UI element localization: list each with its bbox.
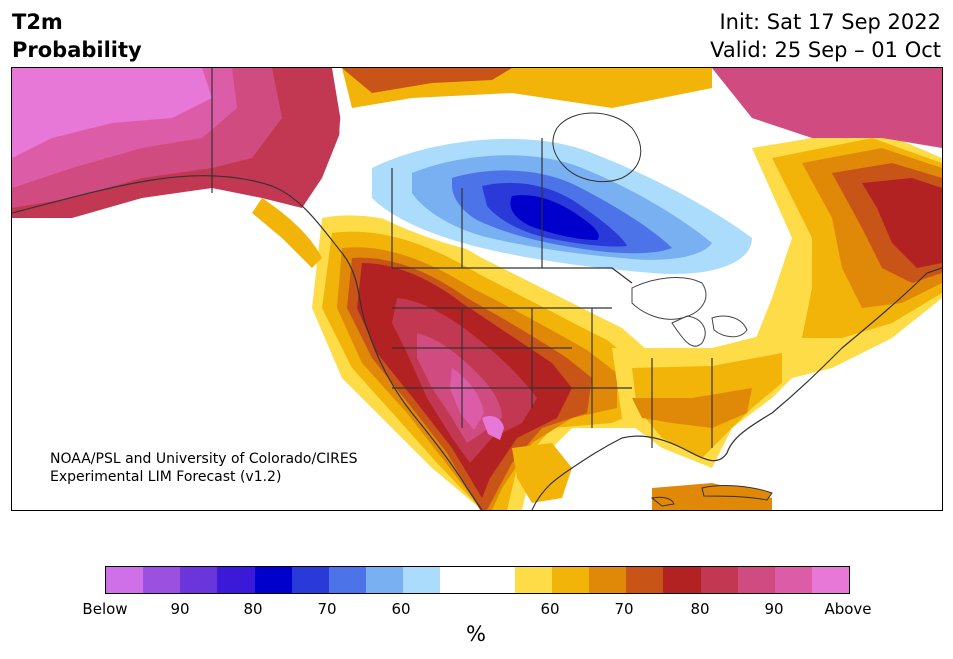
map-graphic	[12, 68, 942, 510]
hudson-bay-outline	[552, 112, 642, 183]
warm-anomaly-southeast	[512, 328, 802, 510]
colorbar-swatch	[254, 567, 292, 593]
colorbar-swatch	[366, 567, 404, 593]
colorbar-swatch	[737, 567, 775, 593]
colorbar-swatch	[663, 567, 701, 593]
colorbar-swatch	[291, 567, 329, 593]
colorbar-swatch	[626, 567, 664, 593]
cool-anomaly-canada	[339, 97, 792, 281]
colorbar-swatch	[403, 567, 441, 593]
variable-label: T2m	[12, 10, 63, 34]
colorbar-tick-label: 80	[690, 600, 710, 618]
colorbar-swatch	[217, 567, 255, 593]
colorbar-tick-label: 90	[764, 600, 784, 618]
great-lakes	[631, 277, 748, 347]
colorbar-tick-label: Above	[824, 600, 872, 618]
colorbar-tick-label: 70	[317, 600, 337, 618]
colorbar-tick-label: Below	[82, 600, 128, 618]
colorbar-swatch	[106, 567, 144, 593]
warm-anomaly-east	[342, 68, 942, 378]
colorbar-tick-label: 90	[170, 600, 190, 618]
warm-anomaly-alaska	[12, 68, 342, 268]
colorbar	[105, 566, 850, 594]
colorbar-swatch	[700, 567, 738, 593]
map-title: T2m Probability	[12, 8, 142, 64]
colorbar-swatch	[328, 567, 367, 593]
colorbar-swatch	[440, 567, 478, 593]
caribbean-islands	[650, 485, 773, 507]
product-label: Probability	[12, 38, 142, 62]
colorbar-swatch	[514, 567, 552, 593]
warm-anomaly-west	[312, 215, 672, 510]
colorbar-swatch	[180, 567, 218, 593]
init-date: Init: Sat 17 Sep 2022	[719, 10, 941, 34]
colorbar-swatch	[477, 567, 515, 593]
credit-line-2: Experimental LIM Forecast (v1.2)	[50, 469, 282, 485]
colorbar-tick-label: 60	[540, 600, 560, 618]
colorbar-swatch	[589, 567, 627, 593]
colorbar-swatch	[811, 567, 850, 593]
valid-range: Valid: 25 Sep – 01 Oct	[710, 38, 941, 62]
colorbar-tick-label: 70	[614, 600, 634, 618]
colorbar-tick-label: 60	[391, 600, 411, 618]
colorbar-swatch	[551, 567, 590, 593]
colorbar-swatch	[774, 567, 812, 593]
map-credit: NOAA/PSL and University of Colorado/CIRE…	[50, 450, 358, 486]
probability-map: NOAA/PSL and University of Colorado/CIRE…	[11, 67, 943, 511]
colorbar-tick-label: 80	[243, 600, 263, 618]
forecast-dates: Init: Sat 17 Sep 2022 Valid: 25 Sep – 01…	[710, 8, 941, 64]
credit-line-1: NOAA/PSL and University of Colorado/CIRE…	[50, 451, 358, 467]
colorbar-swatch	[143, 567, 181, 593]
political-boundaries	[12, 68, 942, 510]
colorbar-unit: %	[466, 622, 486, 646]
